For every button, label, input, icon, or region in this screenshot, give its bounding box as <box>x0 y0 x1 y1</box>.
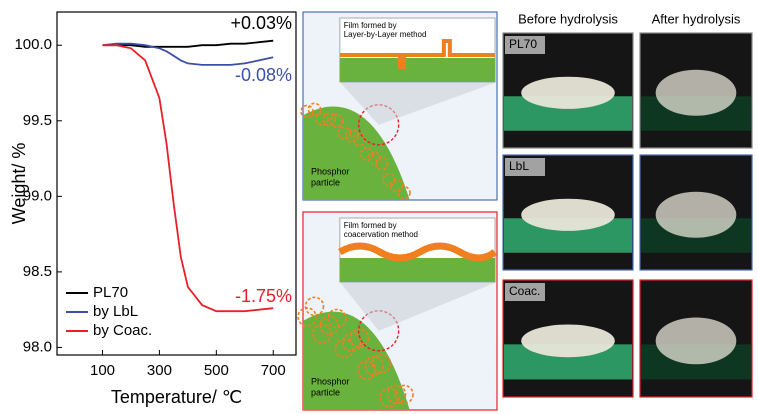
y-tick-label: 99.0 <box>23 187 52 204</box>
zoom-cone <box>339 82 497 125</box>
polymer-coil <box>307 102 322 117</box>
polymer-coil <box>319 315 340 335</box>
annotation: -0.08% <box>235 65 292 85</box>
x-tick-label: 700 <box>261 362 286 379</box>
x-tick-label: 300 <box>147 362 172 379</box>
plot-frame <box>56 11 297 356</box>
powder <box>655 191 737 238</box>
zoom-circle <box>357 104 400 146</box>
phosphor-particle <box>303 311 410 410</box>
x-tick-label: 500 <box>204 362 229 379</box>
polymer-coil <box>374 156 389 171</box>
data-line <box>102 39 274 48</box>
annotation: -1.75% <box>235 286 292 306</box>
annotation: +0.03% <box>230 13 292 33</box>
data-line <box>102 42 274 66</box>
inset-label: Film formed by <box>344 21 397 30</box>
row-label: Coac. <box>509 284 540 298</box>
row-label: LbL <box>509 159 529 173</box>
x-axis-label: Temperature/ ℃ <box>111 387 242 407</box>
polymer-coil <box>344 129 359 143</box>
polymer-coil <box>315 112 329 126</box>
polymer-coil <box>341 332 362 353</box>
inset-label: coacervation method <box>344 230 418 239</box>
row-label: PL70 <box>509 37 537 51</box>
y-axis-label: Weight/ % <box>9 143 29 225</box>
polymer-coil <box>322 112 337 127</box>
y-tick-label: 99.5 <box>23 112 52 129</box>
legend-label: by LbL <box>93 303 138 320</box>
polymer-coil <box>389 178 404 193</box>
particle-label: Phosphor <box>311 166 350 176</box>
inset-film <box>339 58 496 82</box>
zoom-cone <box>339 282 497 331</box>
polymer-coil <box>297 307 317 327</box>
polymer-coil <box>394 384 414 405</box>
inset-coating <box>339 39 495 69</box>
x-tick-label: 100 <box>90 362 115 379</box>
particle-label: particle <box>311 387 340 397</box>
polymer-coil <box>386 384 407 405</box>
polymer-coil <box>397 185 411 200</box>
inset-coating <box>338 242 498 262</box>
row-label-bg <box>505 158 545 176</box>
polymer-coil <box>327 308 347 329</box>
powder <box>521 324 615 358</box>
row-label-bg <box>505 283 545 301</box>
column-header: After hydrolysis <box>652 11 741 26</box>
column-header: Before hydrolysis <box>518 11 618 26</box>
particle-label: particle <box>311 177 340 187</box>
polymer-coil <box>337 126 352 141</box>
inset-label: Film formed by <box>344 221 397 230</box>
polymer-coil <box>359 147 374 161</box>
polymer-coil <box>330 114 344 128</box>
polymer-coil <box>364 355 384 376</box>
polymer-coil <box>349 328 370 348</box>
particle-label: Phosphor <box>311 376 350 386</box>
polymer-coil <box>379 387 399 408</box>
inset-film <box>339 258 496 282</box>
inset-label: Layer-by-Layer method <box>344 30 427 39</box>
polymer-coil <box>304 296 325 317</box>
polymer-coil <box>300 104 314 119</box>
legend-label: by Coac. <box>93 322 152 339</box>
polymer-coil <box>371 353 392 374</box>
y-tick-label: 98.0 <box>23 338 52 355</box>
y-tick-label: 98.5 <box>23 263 52 280</box>
powder <box>521 198 615 231</box>
row-label-bg <box>505 36 545 54</box>
data-line <box>102 44 274 313</box>
powder <box>521 76 615 109</box>
y-tick-label: 100.0 <box>14 36 52 53</box>
powder <box>655 69 737 116</box>
polymer-coil <box>334 338 355 359</box>
powder <box>655 317 737 365</box>
legend-label: PL70 <box>93 284 128 301</box>
